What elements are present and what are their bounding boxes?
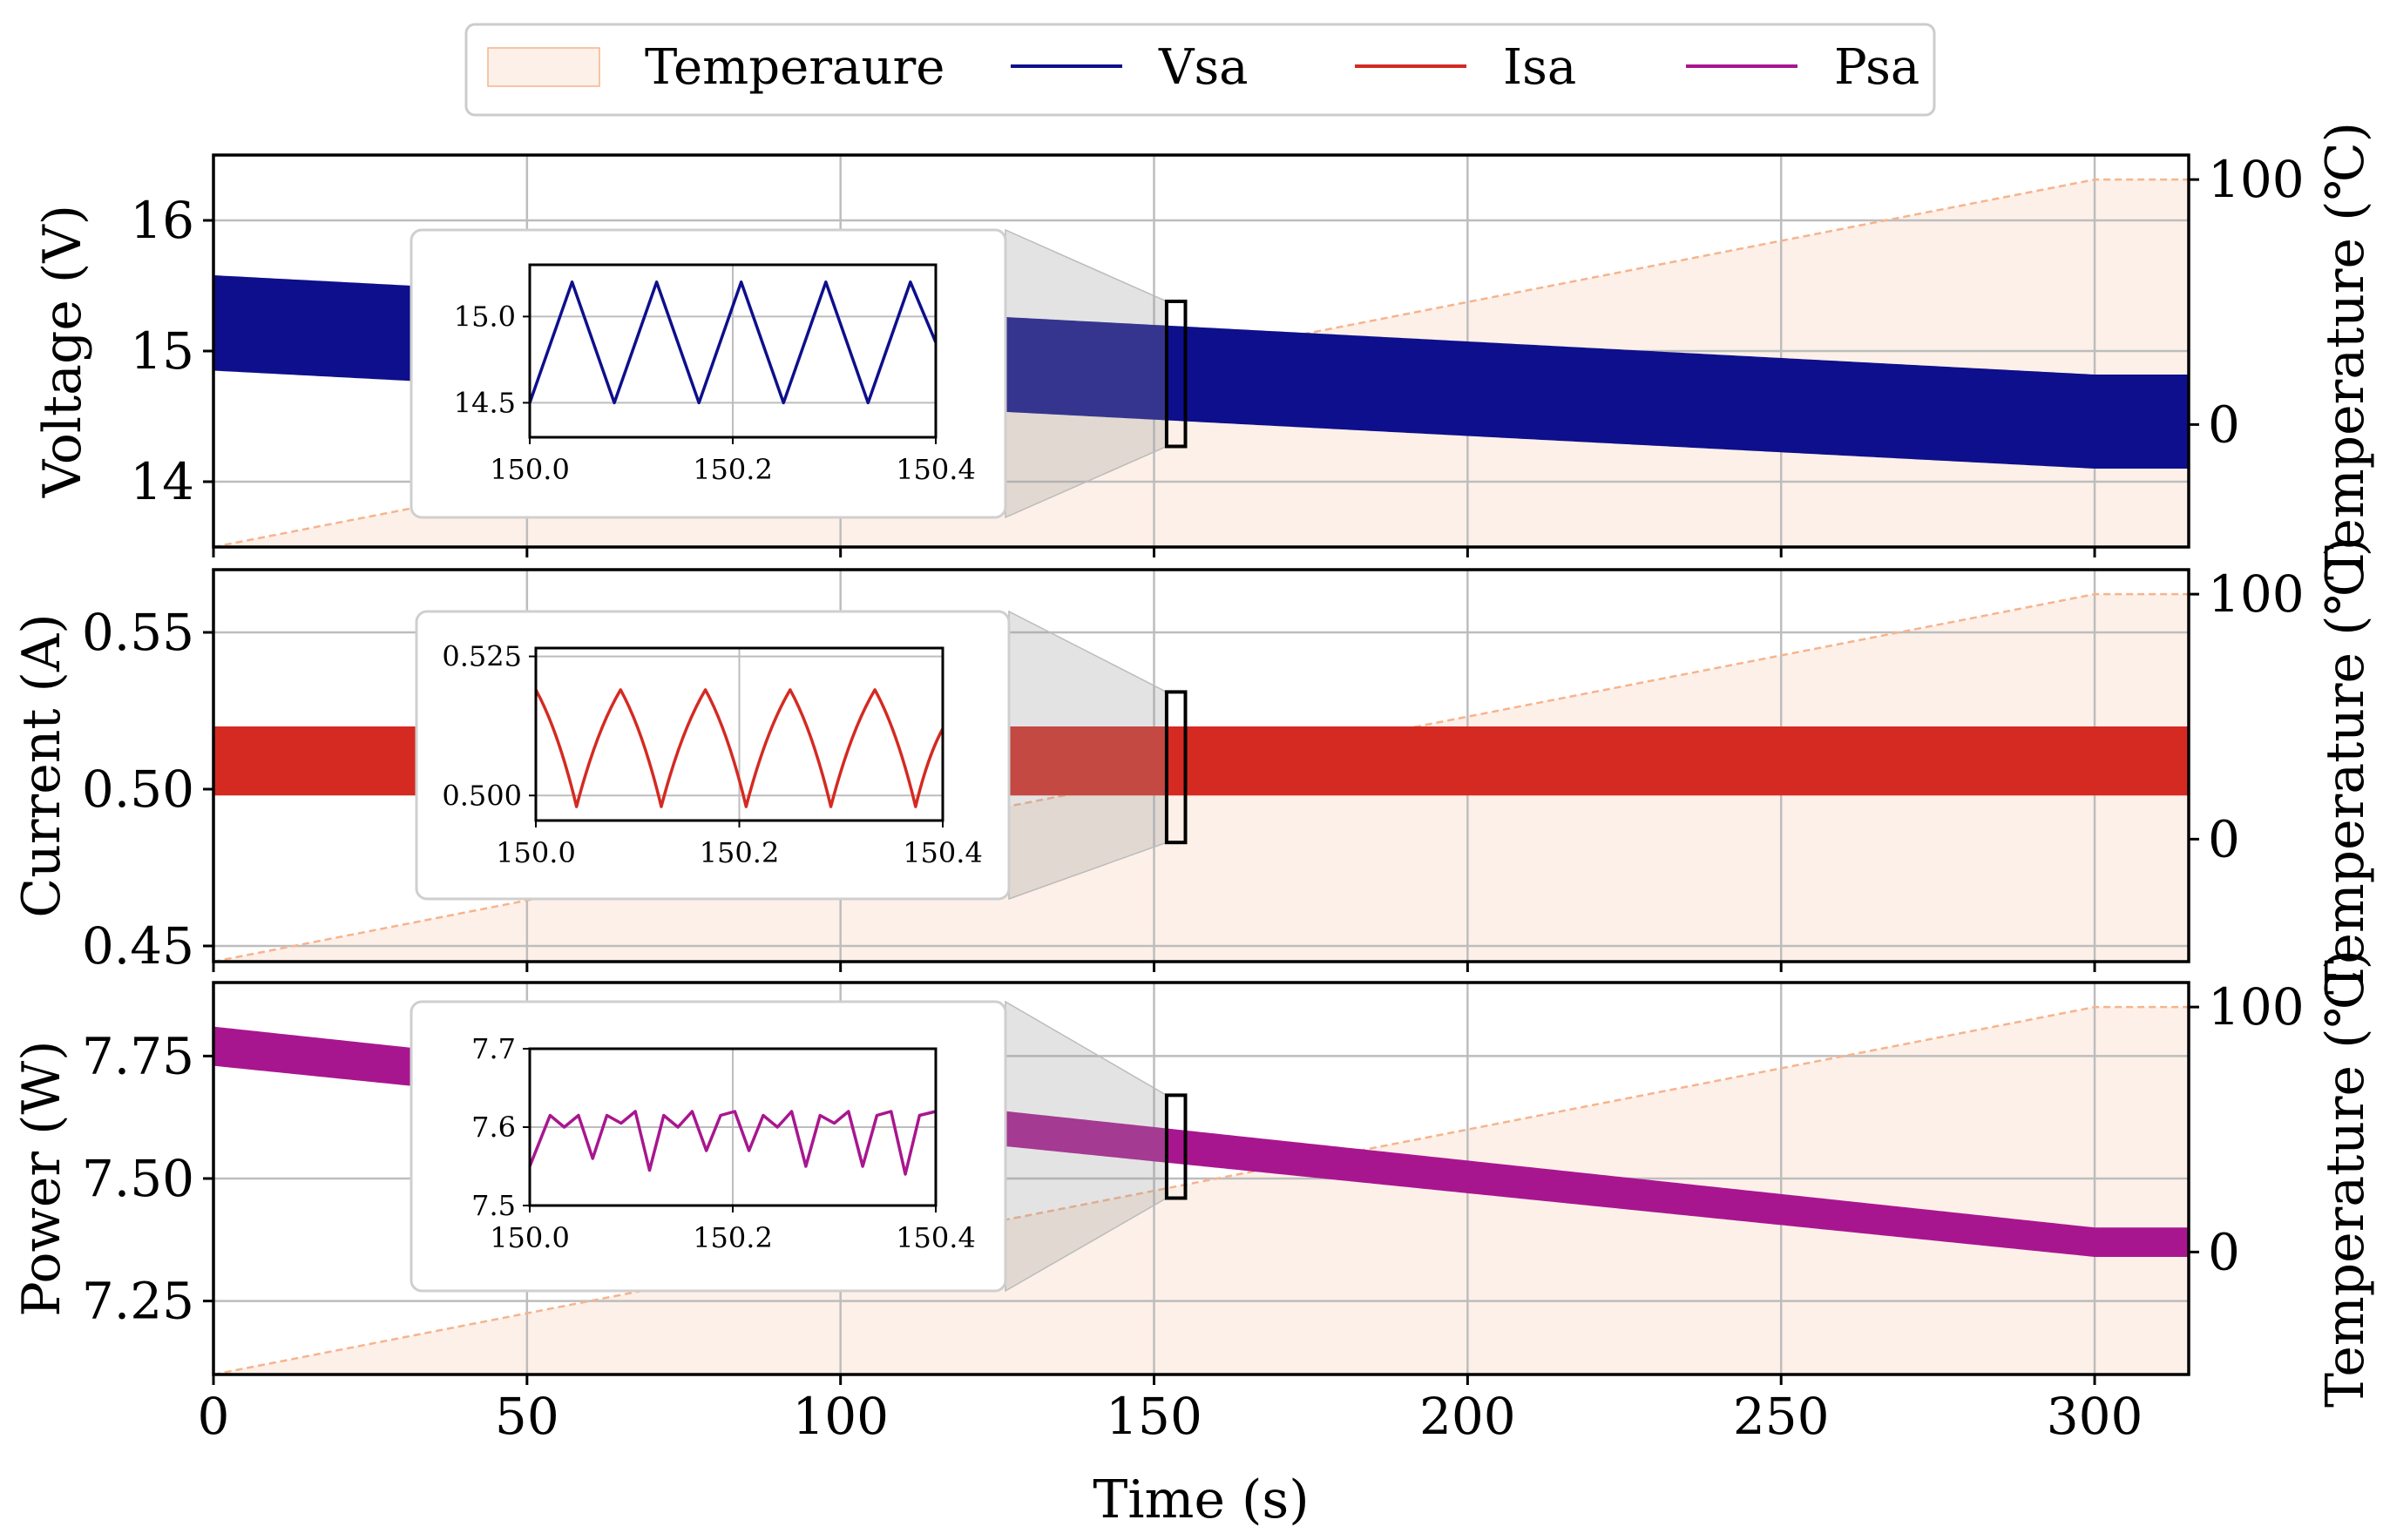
temp-tick-label: 0 (2208, 809, 2240, 868)
inset-line-psa (528, 1110, 937, 1176)
inset-y-tick-label: 15.0 (454, 300, 516, 333)
legend-frame (464, 23, 1936, 117)
y-tick-label: 0.55 (82, 603, 194, 662)
inset-psa: 150.0 150.2 150.4 7.5 7.6 7.7 (410, 1000, 1007, 1293)
temp-tick-label: 100 (2208, 564, 2305, 624)
inset-x-tick-label: 150.0 (490, 453, 570, 486)
inset-x-tick-label: 150.2 (693, 453, 773, 486)
zoom-box-vsa (1164, 300, 1188, 449)
panel-vsa: 14 15 16 0 100 Voltage (V) Temperature (℃) 150.… (32, 122, 2376, 580)
inset-x-tick-label: 150.0 (496, 836, 576, 869)
x-tick-label: 200 (1419, 1387, 1516, 1446)
inset-isa: 150.0 150.2 150.4 0.500 0.525 (415, 610, 1011, 901)
x-tick-label: 100 (792, 1387, 889, 1446)
legend-item-psa: Psa (1686, 39, 1919, 96)
inset-axes-frame (534, 646, 944, 822)
legend-item-temperature: Temperaure (487, 39, 944, 96)
inset-y-tick-label: 7.7 (471, 1032, 516, 1065)
zoom-box-isa (1164, 690, 1188, 845)
inset-frame (415, 610, 1011, 901)
temp-tick-label: 100 (2208, 977, 2305, 1037)
x-tick-label: 300 (2047, 1387, 2143, 1446)
y-axis-label-isa: Current (A) (11, 613, 72, 917)
temp-tick-label: 100 (2208, 150, 2305, 209)
y-tick-label: 7.50 (82, 1149, 194, 1208)
legend-swatch-temperature (487, 47, 600, 87)
temp-tick-label: 0 (2208, 1222, 2240, 1281)
y-axis-label-vsa: Voltage (V) (32, 205, 93, 498)
x-tick-label: 250 (1733, 1387, 1830, 1446)
legend-label-vsa: Vsa (1158, 39, 1249, 96)
temperature-axis-label: Temperature (℃) (2315, 122, 2376, 580)
inset-vsa: 150.0 150.2 150.4 14.5 15.0 (410, 228, 1007, 519)
inset-axes-frame (528, 263, 938, 439)
inset-x-tick-label: 150.2 (693, 1221, 773, 1254)
legend-item-isa: Isa (1355, 39, 1576, 96)
inset-x-tick-label: 150.0 (490, 1221, 570, 1254)
inset-y-tick-label: 14.5 (454, 386, 516, 419)
inset-line-vsa (528, 280, 938, 405)
zoom-box-psa (1164, 1093, 1188, 1200)
temperature-axis-label: Temperature (℃) (2315, 537, 2376, 995)
legend-item-vsa: Vsa (1011, 39, 1249, 96)
temp-tick-label: 0 (2208, 395, 2240, 454)
y-tick-label: 14 (130, 452, 194, 511)
inset-y-tick-label: 0.525 (442, 640, 522, 673)
legend: Temperaure Vsa Isa Psa (464, 23, 1936, 117)
x-tick-label: 0 (198, 1387, 230, 1446)
inset-x-tick-label: 150.4 (896, 453, 976, 486)
inset-axes-frame (528, 1047, 938, 1207)
y-axis-label-psa: Power (W) (11, 1040, 72, 1316)
legend-label-temperature: Temperaure (645, 39, 944, 96)
panel-isa: 0.45 0.50 0.55 0 100 Current (A) Temperature (… (11, 537, 2376, 995)
inset-line-isa (534, 688, 944, 808)
legend-label-isa: Isa (1503, 39, 1576, 96)
y-tick-label: 7.25 (82, 1272, 194, 1331)
y-tick-label: 16 (130, 191, 194, 250)
inset-y-tick-label: 7.5 (471, 1189, 516, 1222)
y-tick-label: 0.45 (82, 916, 194, 976)
inset-y-tick-label: 0.500 (442, 779, 522, 812)
y-tick-label: 0.50 (82, 760, 194, 819)
panel-frame (212, 568, 2190, 963)
legend-label-psa: Psa (1834, 39, 1919, 96)
x-tick-label: 50 (495, 1387, 559, 1446)
x-tick-label: 150 (1106, 1387, 1202, 1446)
panel-psa: 7.25 7.50 7.75 0 100 Power (W) Temperature (℃)… (11, 949, 2376, 1408)
inset-x-tick-label: 150.2 (700, 836, 780, 869)
y-tick-label: 7.75 (82, 1026, 194, 1085)
inset-y-tick-label: 7.6 (471, 1111, 516, 1144)
x-axis-label: Time (s) (1093, 1469, 1309, 1530)
temperature-axis-label: Temperature (℃) (2315, 949, 2376, 1408)
inset-x-tick-label: 150.4 (896, 1221, 976, 1254)
y-tick-label: 15 (130, 321, 194, 381)
inset-x-tick-label: 150.4 (903, 836, 983, 869)
